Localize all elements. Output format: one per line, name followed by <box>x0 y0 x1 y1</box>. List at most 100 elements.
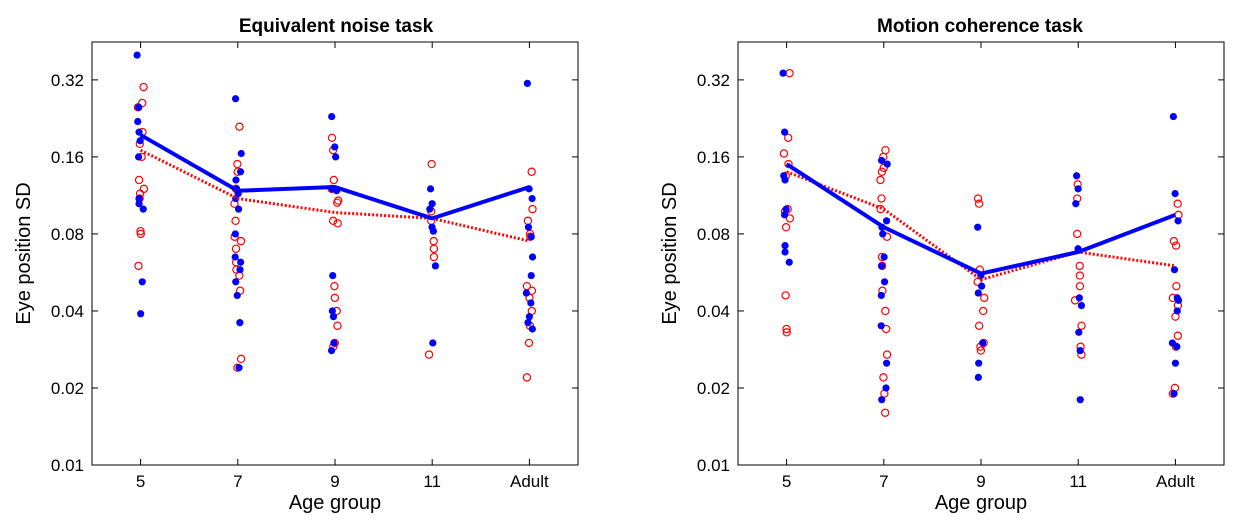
data-point-red <box>781 222 791 232</box>
data-point-red <box>231 216 240 226</box>
data-point-red <box>1173 199 1182 208</box>
data-point-red <box>1173 331 1183 340</box>
data-point-blue <box>234 205 243 213</box>
data-point-red <box>785 214 795 223</box>
data-point-red <box>235 122 244 131</box>
data-point-blue <box>428 200 436 208</box>
data-point-blue <box>524 319 532 327</box>
y-tick-label: 0.02 <box>697 379 730 398</box>
data-point-blue <box>528 194 536 203</box>
series-line-blue <box>139 133 531 221</box>
data-point-red <box>1073 229 1082 239</box>
data-point-blue <box>237 149 245 158</box>
data-point-blue <box>231 253 239 261</box>
data-point-blue <box>974 223 982 231</box>
data-point-blue <box>1174 296 1183 304</box>
y-tick-label: 0.08 <box>51 225 84 244</box>
data-point-red <box>236 236 246 246</box>
data-point-blue <box>781 128 789 136</box>
data-point-blue <box>137 310 145 318</box>
data-point-blue <box>974 289 982 297</box>
data-point-blue <box>527 299 535 307</box>
data-point-red <box>779 149 789 158</box>
data-point-blue <box>527 233 535 241</box>
series-line-red <box>786 170 1176 282</box>
data-point-blue <box>134 117 142 126</box>
data-point-red <box>782 328 791 337</box>
x-tick-label: 9 <box>976 472 985 491</box>
data-point-blue <box>978 282 986 290</box>
data-point-blue <box>138 278 146 286</box>
data-point-blue <box>329 271 337 280</box>
data-point-red <box>138 98 147 108</box>
data-point-blue <box>877 322 885 330</box>
data-point-blue <box>429 227 437 235</box>
data-point-blue <box>1077 301 1086 310</box>
data-point-blue <box>327 346 336 355</box>
data-point-red <box>327 133 337 143</box>
data-point-blue <box>232 176 240 184</box>
data-point-red <box>974 321 984 330</box>
data-point-blue <box>135 128 143 136</box>
data-point-blue <box>1075 294 1083 302</box>
data-point-red <box>330 293 340 303</box>
data-point-blue <box>236 168 245 176</box>
data-point-red <box>333 219 342 228</box>
data-point-blue <box>133 51 141 59</box>
data-point-blue <box>1169 112 1177 121</box>
chart-title: Motion coherence task <box>877 16 1083 37</box>
data-point-red <box>881 306 890 316</box>
data-point-red <box>236 354 246 364</box>
data-point-blue <box>1173 307 1181 315</box>
data-point-blue <box>232 278 240 286</box>
chart-title: Equivalent noise task <box>239 16 434 37</box>
y-tick-label: 0.08 <box>697 225 730 244</box>
data-point-blue <box>332 153 340 161</box>
data-point-red <box>980 293 989 303</box>
data-point-blue <box>883 160 891 168</box>
data-point-blue <box>231 95 240 103</box>
data-point-blue <box>236 266 244 274</box>
data-point-red <box>424 350 434 359</box>
y-tick-label: 0.32 <box>51 71 84 90</box>
data-point-blue <box>330 339 338 347</box>
data-point-red <box>1075 281 1085 291</box>
x-axis-label: Age group <box>289 492 381 514</box>
data-point-blue <box>880 253 888 261</box>
x-tick-label: 9 <box>330 472 339 491</box>
data-point-blue <box>426 185 435 193</box>
data-point-blue <box>779 69 787 77</box>
data-point-blue <box>328 307 336 315</box>
data-point-blue <box>975 359 983 367</box>
data-point-blue <box>979 339 987 347</box>
data-point-blue <box>785 258 793 266</box>
data-point-blue <box>880 278 889 286</box>
data-point-red <box>1077 321 1086 330</box>
y-tick-label: 0.16 <box>697 148 730 167</box>
data-point-blue <box>331 143 339 151</box>
data-point-red <box>979 306 988 316</box>
chart-panel-1: 0.01 0.02 0.04 0.08 0.16 0.32 5 7 9 11 Adult Equiva… <box>13 16 579 514</box>
data-point-blue <box>328 112 336 121</box>
plot-area <box>91 41 579 466</box>
data-point-red <box>136 226 145 236</box>
data-point-blue <box>522 289 530 297</box>
data-point-blue <box>524 223 533 231</box>
data-point-red <box>134 261 143 271</box>
data-point-red <box>136 229 145 239</box>
data-point-blue <box>1170 390 1178 398</box>
y-tick-label: 0.16 <box>51 148 84 167</box>
data-point-blue <box>233 291 241 300</box>
data-point-blue <box>135 200 143 208</box>
data-point-red <box>976 346 986 355</box>
data-point-red <box>876 175 885 185</box>
data-point-red <box>882 350 892 359</box>
data-point-blue <box>882 384 890 392</box>
data-point-blue <box>527 271 535 280</box>
data-point-red <box>429 244 439 253</box>
data-point-red <box>528 204 537 214</box>
data-point-blue <box>877 291 885 300</box>
data-point-red <box>522 373 532 382</box>
data-point-blue <box>1170 266 1179 274</box>
